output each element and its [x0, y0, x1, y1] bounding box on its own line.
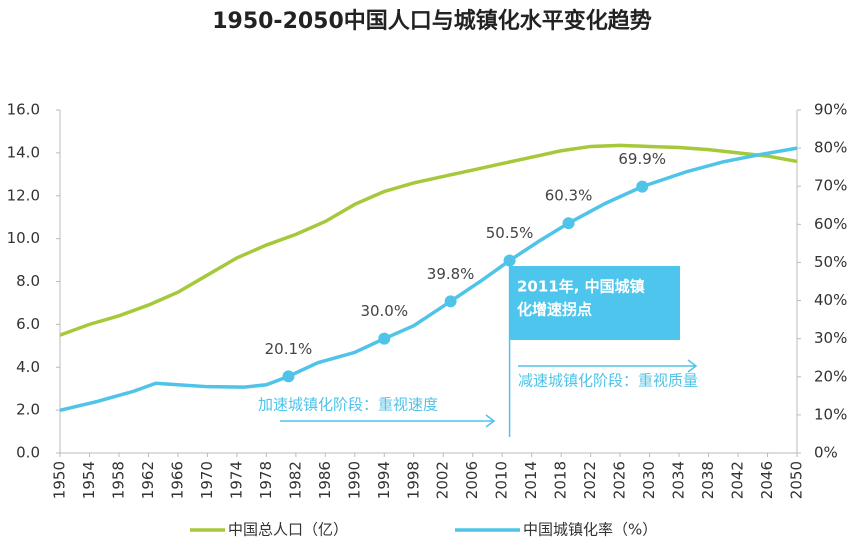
phase-label: 加速城镇化阶段：重视速度 [258, 396, 438, 414]
data-point [444, 295, 457, 308]
x-tick-label: 1994 [375, 461, 393, 499]
x-tick-label: 2018 [552, 461, 570, 499]
x-tick-label: 2050 [788, 461, 806, 499]
y2-tick-label: 80% [814, 139, 847, 157]
y2-tick-label: 60% [814, 215, 847, 233]
x-tick-label: 2042 [729, 461, 747, 499]
x-tick-label: 1954 [80, 461, 98, 499]
y-tick-label: 16.0 [7, 101, 40, 119]
y-tick-label: 6.0 [16, 315, 40, 333]
callout-text: 2011年, 中国城镇 [517, 278, 645, 296]
y-tick-label: 10.0 [7, 229, 40, 247]
x-tick-label: 2026 [611, 461, 629, 499]
x-tick-label: 1990 [345, 461, 363, 499]
y2-tick-label: 40% [814, 291, 847, 309]
callout-box [510, 266, 680, 340]
x-tick-label: 1974 [227, 461, 245, 499]
y-tick-label: 8.0 [16, 272, 40, 290]
x-tick-label: 2010 [493, 461, 511, 499]
y2-tick-label: 30% [814, 329, 847, 347]
y2-tick-label: 70% [814, 177, 847, 195]
series-line [59, 143, 798, 337]
y2-tick-label: 90% [814, 101, 847, 119]
x-tick-label: 1962 [139, 461, 157, 499]
x-tick-label: 2014 [522, 461, 540, 499]
value-label: 60.3% [545, 187, 593, 205]
y2-tick-label: 0% [814, 444, 838, 462]
series-line [59, 146, 798, 413]
data-point [282, 370, 295, 383]
x-tick-label: 2046 [758, 461, 776, 499]
y2-tick-label: 50% [814, 253, 847, 271]
legend-label: 中国城镇化率（%） [523, 521, 657, 539]
value-label: 50.5% [486, 224, 534, 242]
data-point [378, 332, 391, 345]
phase-label: 减速城镇化阶段：重视质量 [518, 372, 698, 390]
x-tick-label: 1986 [316, 461, 334, 499]
callout-text: 化增速拐点 [517, 301, 592, 319]
legend-label: 中国总人口（亿） [228, 521, 348, 539]
x-tick-label: 2006 [463, 461, 481, 499]
value-label: 20.1% [265, 340, 313, 358]
x-tick-label: 1950 [51, 461, 69, 499]
x-tick-label: 1998 [404, 461, 422, 499]
x-tick-label: 1970 [198, 461, 216, 499]
chart-title: 1950-2050中国人口与城镇化水平变化趋势 [212, 8, 652, 34]
data-point [503, 254, 516, 267]
x-tick-label: 2022 [581, 461, 599, 499]
x-tick-label: 2034 [670, 461, 688, 499]
y-tick-label: 0.0 [16, 444, 40, 462]
x-tick-label: 2002 [434, 461, 452, 499]
x-tick-label: 1966 [168, 461, 186, 499]
data-point [562, 217, 575, 230]
data-point [636, 180, 649, 193]
x-tick-label: 1982 [286, 461, 304, 499]
arrow [518, 359, 698, 373]
value-label: 39.8% [427, 265, 475, 283]
y-tick-label: 14.0 [7, 143, 40, 161]
value-label: 30.0% [360, 302, 408, 320]
y-tick-label: 2.0 [16, 401, 40, 419]
y2-tick-label: 10% [814, 405, 847, 423]
y2-tick-label: 20% [814, 367, 847, 385]
value-label: 69.9% [618, 150, 666, 168]
y-tick-label: 12.0 [7, 186, 40, 204]
arrow [280, 414, 496, 428]
y-tick-label: 4.0 [16, 358, 40, 376]
x-tick-label: 1958 [109, 461, 127, 499]
x-tick-label: 1978 [257, 461, 275, 499]
x-tick-label: 2038 [699, 461, 717, 499]
x-tick-label: 2030 [640, 461, 658, 499]
